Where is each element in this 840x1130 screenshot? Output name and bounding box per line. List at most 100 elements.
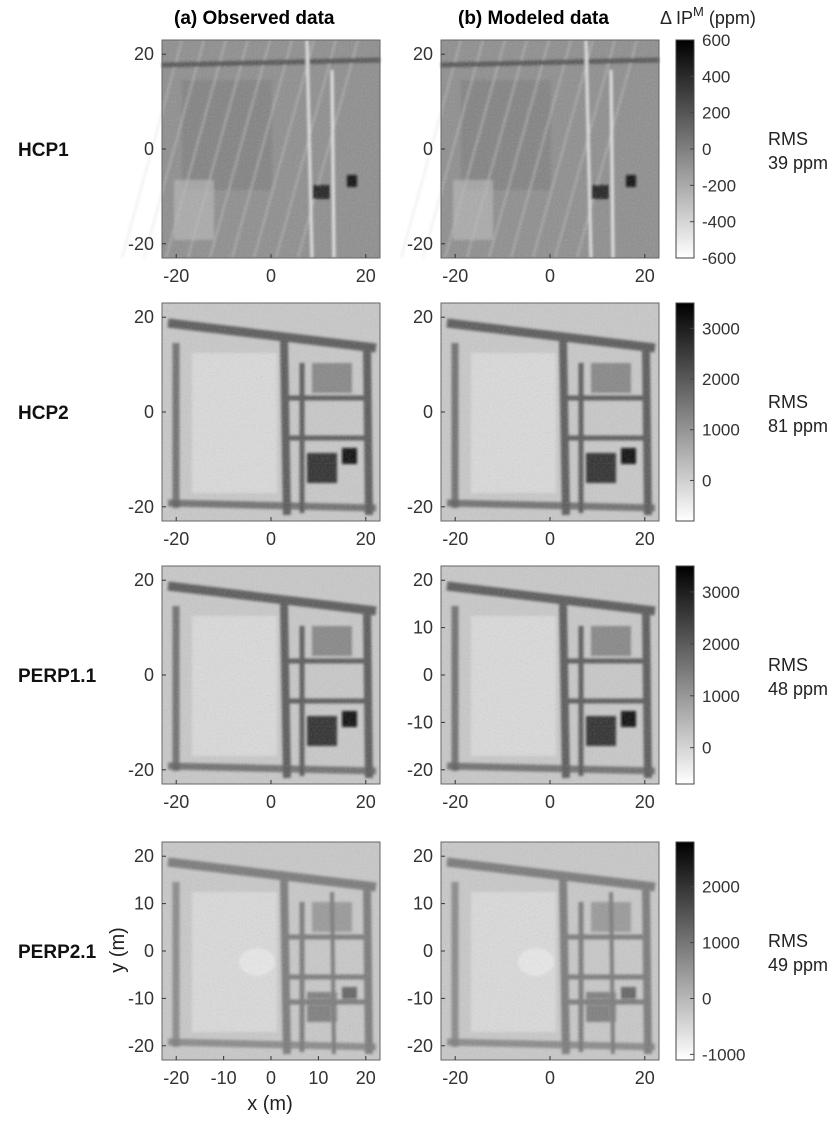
map-image	[162, 566, 380, 784]
colorbar-tick-label: 1000	[702, 687, 740, 706]
modeled-map-panel: 20 10 0 -10 -20 -20 0 20	[407, 565, 660, 812]
y-tick-label: 0	[144, 139, 154, 159]
modeled-map-panel: 20 0 -20 -20 0 20	[400, 39, 660, 286]
colorbar-tick-label: 0	[702, 140, 711, 159]
x-tick-label: 0	[266, 792, 276, 812]
x-tick-label: 20	[635, 792, 655, 812]
colorbar-tick-label: 2000	[702, 878, 740, 897]
y-tick-label: -20	[128, 234, 154, 254]
colorbar-tick-label: 600	[702, 31, 730, 50]
x-tick-label: -10	[211, 1068, 237, 1088]
y-tick-label: -20	[128, 760, 154, 780]
map-image	[441, 842, 659, 1060]
row-label: PERP2.1	[18, 942, 97, 963]
colorbar-tick-label: 2000	[702, 370, 740, 389]
colorbar-superscript: M	[693, 4, 704, 19]
map-noise	[162, 842, 380, 1060]
panel-row: PERP1.1 20 0 -20 -20 0 20 20 10 0 -10 -20 -20 0 20 3000…	[18, 565, 828, 812]
y-tick-label: 20	[134, 570, 154, 590]
rms-label: RMS	[768, 129, 808, 149]
y-tick-label: 20	[413, 307, 433, 327]
y-tick-label: 20	[134, 307, 154, 327]
colorbar-unit-title: Δ IPM (ppm)	[660, 4, 756, 28]
modeled-map-panel: 20 10 0 -10 -20 -20 0 20	[407, 841, 660, 1088]
y-tick-label: -20	[407, 760, 433, 780]
y-tick-label: 10	[413, 618, 433, 638]
x-tick-label: -20	[163, 1068, 189, 1088]
x-tick-label: 0	[545, 1068, 555, 1088]
map-noise	[162, 40, 380, 258]
y-tick-label: 20	[413, 44, 433, 64]
x-tick-label: 0	[266, 266, 276, 286]
rms-label: RMS	[768, 655, 808, 675]
y-tick-label: -20	[128, 1036, 154, 1056]
x-tick-label: 20	[356, 1068, 376, 1088]
y-tick-label: 0	[423, 139, 433, 159]
y-tick-label: 0	[144, 941, 154, 961]
x-tick-label: 0	[545, 529, 555, 549]
x-tick-label: -20	[163, 792, 189, 812]
y-tick-label: 20	[413, 570, 433, 590]
row-label: HCP1	[18, 140, 69, 161]
rms-value: 49 ppm	[768, 955, 828, 975]
colorbar: 2000 1000 0 -1000	[675, 841, 745, 1064]
rms-value: 39 ppm	[768, 153, 828, 173]
y-tick-label: -10	[407, 712, 433, 732]
rms-label: RMS	[768, 931, 808, 951]
colorbar-quantity: Δ IP	[660, 8, 693, 28]
y-tick-label: -20	[407, 234, 433, 254]
y-tick-label: 20	[413, 846, 433, 866]
observed-map-panel: 20 0 -20 -20 0 20	[128, 565, 381, 812]
y-tick-label: -10	[128, 988, 154, 1008]
colorbar-gradient	[675, 565, 695, 785]
colorbar-tick-label: 200	[702, 104, 730, 123]
map-image	[400, 39, 660, 259]
map-image	[121, 39, 381, 259]
x-tick-label: -20	[442, 266, 468, 286]
y-tick-label: 10	[134, 894, 154, 914]
x-tick-label: 20	[356, 792, 376, 812]
y-tick-label: 0	[144, 665, 154, 685]
observed-map-panel: 20 0 -20 -20 0 20	[121, 39, 381, 286]
y-tick-label: 0	[423, 665, 433, 685]
rms-value: 48 ppm	[768, 679, 828, 699]
y-tick-label: 20	[134, 44, 154, 64]
map-image	[162, 842, 380, 1060]
colorbar: 3000 2000 1000 0	[675, 302, 740, 522]
colorbar: 600 400 200 0 -200 -400 -600	[675, 31, 736, 268]
x-tick-label: 0	[545, 792, 555, 812]
colorbar-tick-label: 0	[702, 990, 711, 1009]
y-tick-label: -20	[407, 1036, 433, 1056]
colorbar-tick-label: 1000	[702, 934, 740, 953]
y-tick-label: -20	[407, 497, 433, 517]
x-tick-label: -20	[442, 1068, 468, 1088]
modeled-map-panel: 20 0 -20 -20 0 20	[407, 302, 660, 549]
colorbar-gradient	[675, 841, 695, 1061]
observed-map-panel: 20 10 0 -10 -20 -20 -10 0 10 20	[128, 841, 381, 1088]
y-tick-label: 20	[134, 846, 154, 866]
map-noise	[162, 566, 380, 784]
modeled-column-title: (b) Modeled data	[458, 8, 609, 29]
y-tick-label: -10	[407, 988, 433, 1008]
colorbar-tick-label: 3000	[702, 319, 740, 338]
panel-row: HCP2 20 0 -20 -20 0 20 20 0 -20 -20 0 20 3000 2000 1000…	[18, 302, 828, 549]
y-tick-label: 0	[423, 402, 433, 422]
map-noise	[441, 303, 659, 521]
colorbar-tick-label: -200	[702, 176, 736, 195]
colorbar-tick-label: -1000	[702, 1045, 745, 1064]
colorbar-gradient	[675, 302, 695, 522]
panel-row: PERP2.1 20 10 0 -10 -20 -20 -10 0 10 20 20 10 0 -10 -20…	[18, 841, 828, 1088]
y-tick-label: 10	[413, 894, 433, 914]
map-noise	[441, 566, 659, 784]
y-tick-label: 0	[144, 402, 154, 422]
colorbar-tick-label: 3000	[702, 583, 740, 602]
map-noise	[162, 303, 380, 521]
x-tick-label: 20	[635, 1068, 655, 1088]
y-tick-label: 0	[423, 941, 433, 961]
map-image	[162, 303, 380, 521]
colorbar-unit: (ppm)	[704, 8, 756, 28]
colorbar: 3000 2000 1000 0	[675, 565, 740, 785]
y-axis-label: y (m)	[107, 927, 129, 973]
